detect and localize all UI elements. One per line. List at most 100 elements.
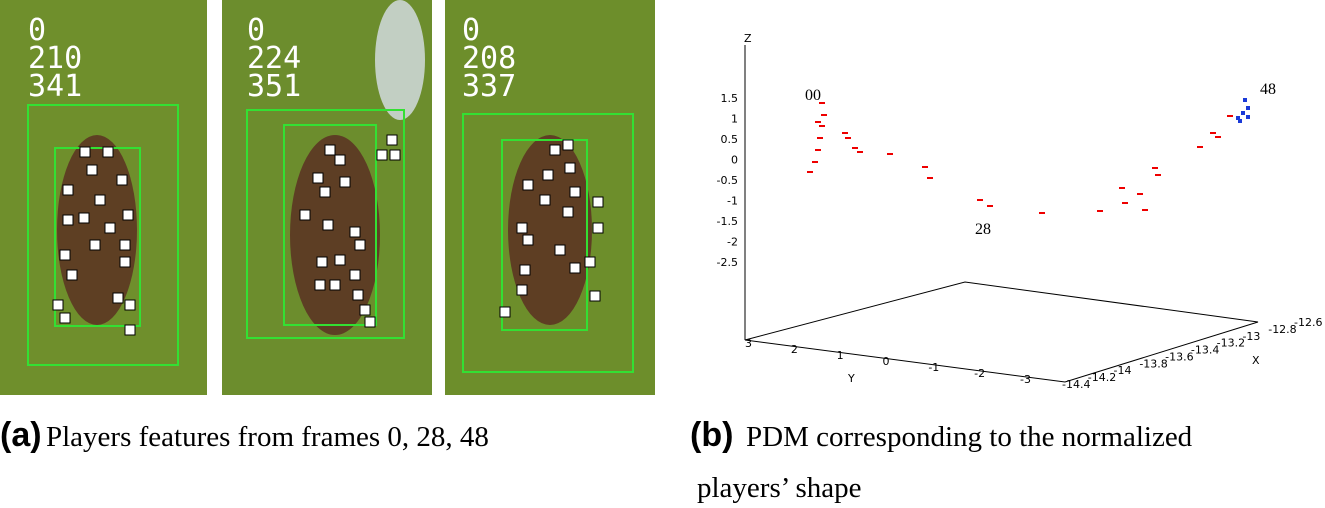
z-tick-label: 1 — [731, 113, 738, 126]
bounding-box — [246, 109, 405, 339]
bounding-box — [54, 147, 141, 327]
shape-point — [1241, 111, 1245, 115]
z-tick-label: -2 — [727, 236, 738, 249]
x-tick-label: -14 — [1114, 364, 1132, 377]
y-tick-label: -2 — [974, 367, 985, 380]
feature-point — [352, 289, 364, 301]
feature-point — [542, 169, 554, 181]
feature-point — [329, 279, 341, 291]
axis-label: X — [1252, 354, 1260, 367]
y-tick-label: 3 — [745, 337, 752, 350]
feature-point — [316, 256, 328, 268]
z-tick-label: 0.5 — [721, 133, 739, 146]
feature-point — [569, 262, 581, 274]
feature-point — [62, 184, 74, 196]
frame-annotation: 28 — [975, 221, 991, 238]
x-tick-label: -12.8 — [1268, 323, 1296, 336]
feature-point — [359, 304, 371, 316]
feature-point — [569, 186, 581, 198]
y-tick-label: -3 — [1020, 373, 1031, 386]
y-tick-label: 1 — [837, 349, 844, 362]
feature-point — [94, 194, 106, 206]
feature-point — [339, 176, 351, 188]
feature-point — [376, 149, 388, 161]
frame-number: 351 — [247, 69, 301, 104]
feature-point — [324, 144, 336, 156]
feature-point — [124, 299, 136, 311]
frame-number: 0 — [247, 13, 265, 48]
feature-point — [312, 172, 324, 184]
x-tick-label: -13.8 — [1139, 357, 1167, 370]
caption: players’ shape — [697, 472, 862, 504]
frame-number: 210 — [28, 41, 82, 76]
feature-point — [554, 244, 566, 256]
frame-number: 0 — [462, 13, 480, 48]
feature-point — [59, 312, 71, 324]
shape-point — [1236, 116, 1240, 120]
feature-point — [334, 154, 346, 166]
frame-number: 224 — [247, 41, 301, 76]
feature-point — [59, 249, 71, 261]
feature-point — [549, 144, 561, 156]
feature-point — [364, 316, 376, 328]
feature-point — [522, 179, 534, 191]
pdm-plot — [744, 45, 1259, 383]
axis-label: Z — [744, 32, 752, 45]
feature-point — [386, 134, 398, 146]
frame-number: 337 — [462, 69, 516, 104]
frame-annotation: 00 — [805, 87, 821, 104]
shape-point — [1246, 106, 1250, 110]
caption: Players features from frames 0, 28, 48 — [46, 421, 489, 453]
bounding-box — [462, 113, 634, 373]
feature-point — [522, 234, 534, 246]
shape-point — [1243, 98, 1247, 102]
shape-point — [1246, 115, 1250, 119]
axis-label: Y — [847, 372, 855, 385]
feature-point — [562, 139, 574, 151]
y-tick-label: 2 — [791, 343, 798, 356]
feature-point — [319, 186, 331, 198]
caption-label: (a) — [0, 416, 42, 454]
feature-point — [539, 194, 551, 206]
z-tick-label: -1.5 — [717, 215, 738, 228]
feature-point — [349, 269, 361, 281]
z-tick-label: -2.5 — [717, 256, 738, 269]
z-tick-label: 0 — [731, 154, 738, 167]
feature-point — [122, 209, 134, 221]
feature-point — [564, 162, 576, 174]
feature-point — [89, 239, 101, 251]
feature-point — [66, 269, 78, 281]
bounding-box — [501, 139, 588, 331]
feature-point — [516, 284, 528, 296]
z-tick-label: 1.5 — [721, 92, 739, 105]
frame-annotation: 48 — [1260, 81, 1276, 98]
y-tick-label: 0 — [883, 355, 890, 368]
floor — [744, 281, 1259, 383]
feature-point — [119, 256, 131, 268]
feature-point — [584, 256, 596, 268]
frame-number: 341 — [28, 69, 82, 104]
feature-point — [562, 206, 574, 218]
feature-point — [104, 222, 116, 234]
player — [290, 135, 380, 335]
x-tick-label: -14.4 — [1062, 378, 1090, 391]
feature-point — [62, 214, 74, 226]
feature-point — [589, 290, 601, 302]
feature-point — [299, 209, 311, 221]
feature-point — [112, 292, 124, 304]
feature-point — [78, 212, 90, 224]
frame-number: 0 — [28, 13, 46, 48]
feature-point — [349, 226, 361, 238]
feature-point — [354, 239, 366, 251]
z-tick-label: -0.5 — [717, 174, 738, 187]
feature-point — [334, 254, 346, 266]
feature-point — [592, 196, 604, 208]
feature-point — [119, 239, 131, 251]
bounding-box — [283, 124, 377, 326]
feature-point — [124, 324, 136, 336]
x-tick-label: -12.6 — [1294, 316, 1322, 329]
x-tick-label: -13 — [1242, 330, 1260, 343]
bounding-box — [27, 104, 179, 366]
